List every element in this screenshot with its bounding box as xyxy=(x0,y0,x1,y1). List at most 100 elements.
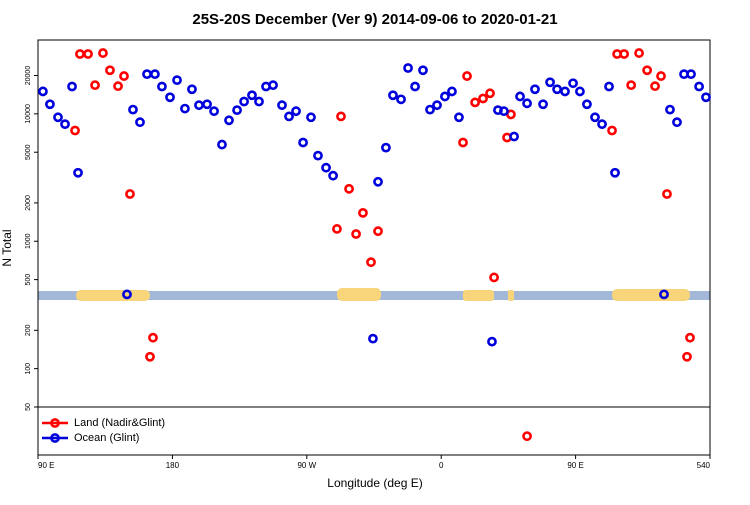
data-point xyxy=(366,257,376,268)
x-tick-label: 90 W xyxy=(297,461,316,470)
data-point xyxy=(634,48,644,58)
data-point xyxy=(83,49,93,59)
data-point xyxy=(239,96,249,107)
legend-marker xyxy=(50,433,60,443)
data-point xyxy=(53,112,63,123)
data-point xyxy=(291,106,301,117)
x-tick-label: 180 xyxy=(166,461,180,470)
data-point xyxy=(45,99,55,110)
data-point xyxy=(403,63,413,73)
data-point xyxy=(148,332,158,343)
data-point xyxy=(462,71,472,81)
data-point xyxy=(232,105,242,116)
x-tick-label: 90 E xyxy=(567,461,583,470)
data-point xyxy=(682,351,692,362)
data-point xyxy=(373,226,383,237)
data-point xyxy=(487,336,497,347)
plot-frame xyxy=(37,39,711,456)
data-point xyxy=(701,92,711,103)
data-point xyxy=(607,125,617,136)
y-tick-label: 50 xyxy=(25,403,32,411)
data-point xyxy=(135,117,145,128)
data-point xyxy=(642,65,653,76)
legend-label: Ocean (Glint) xyxy=(74,432,139,444)
data-point xyxy=(209,106,219,117)
y-tick-label: 200 xyxy=(25,324,32,336)
data-point xyxy=(122,289,132,300)
data-point xyxy=(113,81,123,92)
data-point xyxy=(478,93,488,104)
data-point xyxy=(440,91,450,102)
data-point xyxy=(332,224,342,234)
data-point xyxy=(538,99,548,110)
data-point xyxy=(432,100,442,111)
x-tick-label: 0 xyxy=(439,461,444,470)
data-point xyxy=(447,86,457,97)
data-point xyxy=(358,207,368,218)
data-point xyxy=(306,112,316,123)
data-point xyxy=(560,86,570,97)
data-point xyxy=(321,162,331,173)
chart-title: 25S-20S December (Ver 9) 2014-09-06 to 2… xyxy=(192,11,557,28)
data-point xyxy=(694,81,704,92)
y-tick-label: 100 xyxy=(25,363,32,375)
data-point xyxy=(73,167,83,178)
data-point xyxy=(604,81,614,92)
x-axis-label: Longitude (deg E) xyxy=(327,476,422,490)
data-point xyxy=(582,99,592,110)
data-point xyxy=(522,98,532,109)
legend-label: Land (Nadir&Glint) xyxy=(74,417,165,429)
data-point xyxy=(351,229,361,239)
data-point xyxy=(224,115,234,126)
data-point xyxy=(458,137,468,148)
land-band xyxy=(508,290,514,301)
data-point xyxy=(509,131,519,142)
data-point xyxy=(60,119,70,130)
data-point xyxy=(105,65,115,76)
land-band xyxy=(612,289,690,301)
data-point xyxy=(373,176,383,187)
data-point xyxy=(396,94,406,105)
data-point xyxy=(268,80,278,91)
data-point xyxy=(610,167,620,178)
data-point xyxy=(626,80,637,91)
data-point xyxy=(597,119,607,130)
data-point xyxy=(90,80,100,91)
data-point xyxy=(388,90,398,101)
data-point xyxy=(172,75,182,86)
y-tick-label: 20000 xyxy=(25,66,32,86)
data-point xyxy=(410,81,420,92)
data-point xyxy=(344,183,354,194)
data-point xyxy=(145,351,155,362)
x-tick-label: 90 E xyxy=(38,461,54,470)
data-point xyxy=(545,77,555,88)
data-point xyxy=(685,332,695,343)
data-point xyxy=(125,189,135,199)
data-point xyxy=(418,65,428,76)
data-point xyxy=(157,81,167,92)
data-point xyxy=(575,86,585,97)
data-point xyxy=(180,103,190,114)
data-point xyxy=(381,142,391,153)
data-point xyxy=(485,88,495,99)
land-band xyxy=(76,290,150,301)
data-point xyxy=(425,104,435,115)
y-axis-label: N Total xyxy=(0,229,14,266)
legend-marker xyxy=(50,418,60,428)
data-point xyxy=(128,104,138,115)
data-point xyxy=(298,137,308,148)
data-point xyxy=(70,125,80,136)
data-point xyxy=(313,150,323,161)
y-tick-label: 10000 xyxy=(25,104,32,124)
x-tick-label: 540 xyxy=(697,461,711,470)
data-point xyxy=(67,81,77,92)
data-point xyxy=(38,86,48,97)
data-point xyxy=(659,289,669,300)
data-point xyxy=(217,139,227,150)
data-point xyxy=(277,100,287,111)
data-point xyxy=(187,84,197,95)
y-tick-label: 500 xyxy=(25,274,32,286)
data-point xyxy=(662,189,672,199)
